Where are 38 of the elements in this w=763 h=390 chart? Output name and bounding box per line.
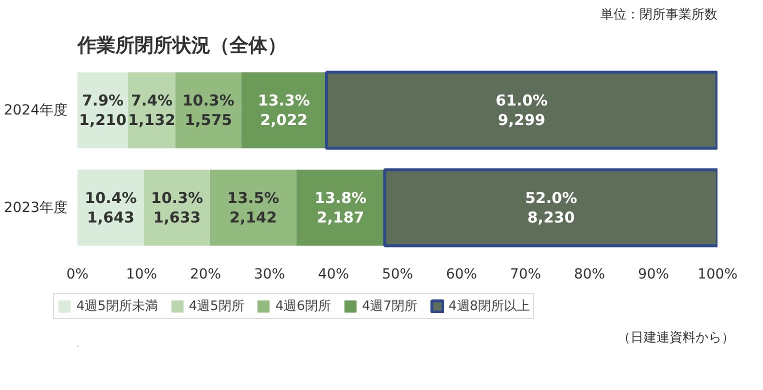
data-label: 7.4% 1,132	[128, 91, 176, 130]
bar	[78, 170, 144, 246]
data-label: 13.8% 2,187	[314, 188, 367, 227]
data-label: 13.5% 2,142	[227, 188, 280, 227]
bar	[210, 170, 296, 246]
data-label: 7.9% 1,210	[79, 91, 127, 130]
x-tick-label: 90%	[638, 266, 670, 282]
data-label: 52.0% 8,230	[525, 188, 578, 227]
x-tick-label: 50%	[382, 266, 414, 282]
data-label: 13.3% 2,022	[258, 91, 310, 130]
bar	[324, 70, 718, 150]
x-tick-label: 80%	[574, 266, 606, 282]
data-label: 10.3% 1,633	[151, 188, 204, 227]
x-tick-label: 10%	[126, 266, 158, 282]
legend-label: 4週7閉所	[362, 298, 418, 315]
chart-title: 作業所閉所状況（全体）	[76, 34, 286, 56]
x-tick-label: 100%	[697, 266, 738, 282]
legend-label: 4週8閉所以上	[448, 298, 530, 315]
bar	[175, 72, 242, 148]
bar	[383, 168, 718, 248]
x-tick-label: 30%	[254, 266, 286, 282]
x-tick-label: 20%	[190, 266, 222, 282]
legend-label: 4週5閉所未満	[76, 298, 158, 315]
x-tick-label: 0%	[66, 266, 89, 282]
bar	[296, 170, 385, 246]
bar	[241, 72, 326, 148]
text: （日建連資料から）	[618, 330, 734, 346]
legend-label: 4週6閉所	[275, 298, 331, 315]
data-label: 10.3% 1,575	[182, 91, 234, 130]
data-label: 10.4% 1,643	[84, 188, 137, 227]
legend-label: 4週5閉所	[188, 298, 244, 315]
x-tick-label: 60%	[446, 266, 478, 282]
text: 単位：閉所事業所数	[600, 8, 718, 22]
y-tick-label: 2023年度	[4, 200, 68, 216]
x-tick-label: 40%	[318, 266, 350, 282]
y-tick-label: 2024年度	[4, 102, 68, 118]
data-label: 61.0% 9,299	[496, 91, 548, 130]
x-tick-label: 70%	[510, 266, 542, 282]
